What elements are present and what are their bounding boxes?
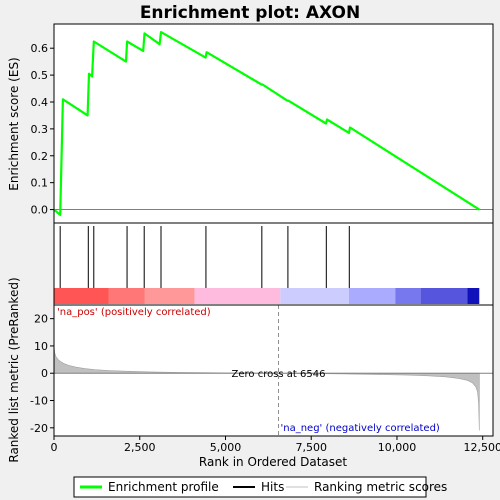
colorbar-segment (395, 288, 421, 304)
legend-label: Ranking metric scores (314, 480, 447, 494)
colorbar-segment (54, 288, 109, 304)
es-y-tick-label: 0.3 (31, 123, 49, 136)
legend-label: Enrichment profile (108, 480, 219, 494)
colorbar-segment (108, 288, 145, 304)
x-tick-label: 12,500 (463, 441, 500, 454)
metric-y-tick-label: 0 (41, 367, 48, 380)
es-y-tick-label: 0.0 (31, 204, 49, 217)
enrichment-panel (54, 24, 493, 223)
es-y-tick-label: 0.2 (31, 150, 49, 163)
metric-axis-label: Ranked list metric (PreRanked) (7, 277, 21, 462)
metric-y-tick-label: 10 (34, 340, 48, 353)
colorbar-segment (280, 288, 349, 304)
x-axis-label: Rank in Ordered Dataset (199, 455, 347, 469)
enrichment-profile-line (53, 30, 480, 216)
es-axis-label: Enrichment score (ES) (7, 57, 21, 190)
x-tick-label: 7,500 (295, 441, 327, 454)
es-y-tick-label: 0.4 (31, 96, 49, 109)
enrichment-plot-layer: 0.0 0.1 0.2 0.3 0.4 0.5 0.6 (31, 30, 493, 217)
negative-correlation-label: 'na_neg' (negatively correlated) (281, 423, 440, 434)
colorbar-segment (467, 288, 480, 304)
ranked-metric-panel (54, 305, 493, 436)
colorbar-segment (348, 288, 396, 304)
metric-y-tick-label: 20 (34, 313, 48, 326)
ranked-metric-layer: Zero cross at 6546 'na_pos' (positively c… (30, 305, 500, 454)
colorbar-segment (144, 288, 195, 304)
x-tick-label: 5,000 (210, 441, 242, 454)
metric-y-tick-label: -10 (30, 395, 48, 408)
x-tick-label: 2,500 (124, 441, 156, 454)
metric-y-tick-label: -20 (30, 422, 48, 435)
hits-layer (59, 226, 350, 288)
colorbar-segment (420, 288, 468, 304)
es-y-tick-label: 0.1 (31, 177, 49, 190)
colorbar-segment (194, 288, 281, 304)
legend: Enrichment profile Hits Ranking metric sco… (73, 476, 447, 498)
legend-label: Hits (261, 480, 284, 494)
es-y-tick-label: 0.5 (31, 69, 49, 82)
ranked-metric-frame (53, 304, 494, 437)
x-tick-label: 0 (51, 441, 58, 454)
es-y-tick-label: 0.6 (31, 42, 49, 55)
zero-cross-label: Zero cross at 6546 (232, 369, 326, 380)
x-tick-label: 10,000 (378, 441, 417, 454)
chart-title: Enrichment plot: AXON (140, 3, 360, 23)
positive-correlation-label: 'na_pos' (positively correlated) (57, 307, 211, 318)
colorbar-layer (54, 288, 480, 304)
